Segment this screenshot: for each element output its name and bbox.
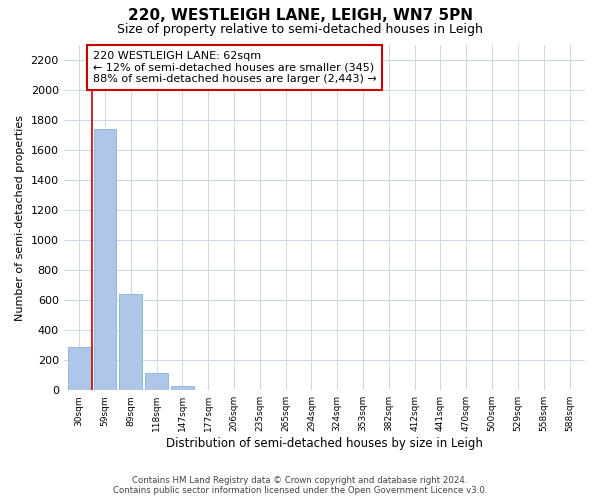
Text: Contains HM Land Registry data © Crown copyright and database right 2024.
Contai: Contains HM Land Registry data © Crown c…	[113, 476, 487, 495]
Bar	[119, 294, 142, 390]
Bar	[145, 373, 168, 390]
Bar	[94, 129, 116, 390]
Text: Size of property relative to semi-detached houses in Leigh: Size of property relative to semi-detach…	[117, 22, 483, 36]
Text: 220, WESTLEIGH LANE, LEIGH, WN7 5PN: 220, WESTLEIGH LANE, LEIGH, WN7 5PN	[128, 8, 473, 22]
Bar	[68, 346, 91, 390]
Y-axis label: Number of semi-detached properties: Number of semi-detached properties	[15, 114, 25, 320]
Text: 220 WESTLEIGH LANE: 62sqm
← 12% of semi-detached houses are smaller (345)
88% of: 220 WESTLEIGH LANE: 62sqm ← 12% of semi-…	[92, 51, 376, 84]
X-axis label: Distribution of semi-detached houses by size in Leigh: Distribution of semi-detached houses by …	[166, 437, 483, 450]
Bar	[171, 386, 194, 390]
